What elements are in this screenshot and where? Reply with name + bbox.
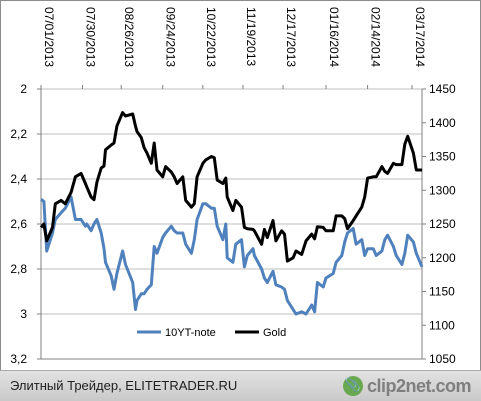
y-right-tick-label: 1300 xyxy=(429,183,456,197)
y-right-tick-label: 1250 xyxy=(429,217,456,231)
x-tick-label: 10/22/2013 xyxy=(204,7,218,67)
y-right-tick-label: 1150 xyxy=(429,285,455,299)
x-tick-label: 02/14/2014 xyxy=(369,7,383,67)
footer-bar: Элитный Трейдер, ELITETRADER.RU 📎 clip2n… xyxy=(0,370,481,401)
x-tick-label: 09/24/2013 xyxy=(164,7,178,67)
legend-label: Gold xyxy=(263,327,286,339)
y-right-tick-label: 1100 xyxy=(429,318,455,332)
clip2net-logo[interactable]: 📎 clip2net.com xyxy=(342,375,472,397)
series-line-gold xyxy=(39,111,422,263)
y-left-tick-label: 2,2 xyxy=(10,127,27,141)
dual-axis-line-chart: 07/01/2013 07/30/2013 08/26/2013 09/24/2013… xyxy=(10,7,456,366)
y-right-tick-label: 1400 xyxy=(429,116,456,130)
x-tick-label: 07/01/2013 xyxy=(42,7,56,67)
y-left-tick-label: 3 xyxy=(20,307,27,321)
x-tick-label: 01/16/2014 xyxy=(327,7,341,67)
paperclip-icon: 📎 xyxy=(342,376,363,396)
x-tick-label: 07/30/2013 xyxy=(84,7,98,67)
footer-caption: Элитный Трейдер, ELITETRADER.RU xyxy=(10,378,238,393)
y-right-tick-label: 1450 xyxy=(429,82,456,96)
legend-label: 10YT-note xyxy=(165,327,216,339)
y-left-tick-label: 2,6 xyxy=(10,217,27,231)
y-left-tick-label: 2,4 xyxy=(10,172,27,186)
y-left-tick-label: 3,2 xyxy=(10,352,27,366)
y-right-tick-label: 1200 xyxy=(429,251,456,265)
x-tick-label: 11/19/2013 xyxy=(244,7,258,66)
x-tick-label: 12/17/2013 xyxy=(284,7,298,67)
x-tick-label: 08/26/2013 xyxy=(122,7,136,67)
series-line-10yt-note xyxy=(40,195,424,316)
y-right-tick-label: 1350 xyxy=(429,150,456,164)
brand-name: clip2net.com xyxy=(366,375,472,396)
y-right-tick-label: 1050 xyxy=(429,352,456,366)
y-left-tick-label: 2 xyxy=(20,82,27,96)
x-tick-label: 03/17/2014 xyxy=(413,7,427,67)
y-left-tick-label: 2,8 xyxy=(10,262,27,276)
